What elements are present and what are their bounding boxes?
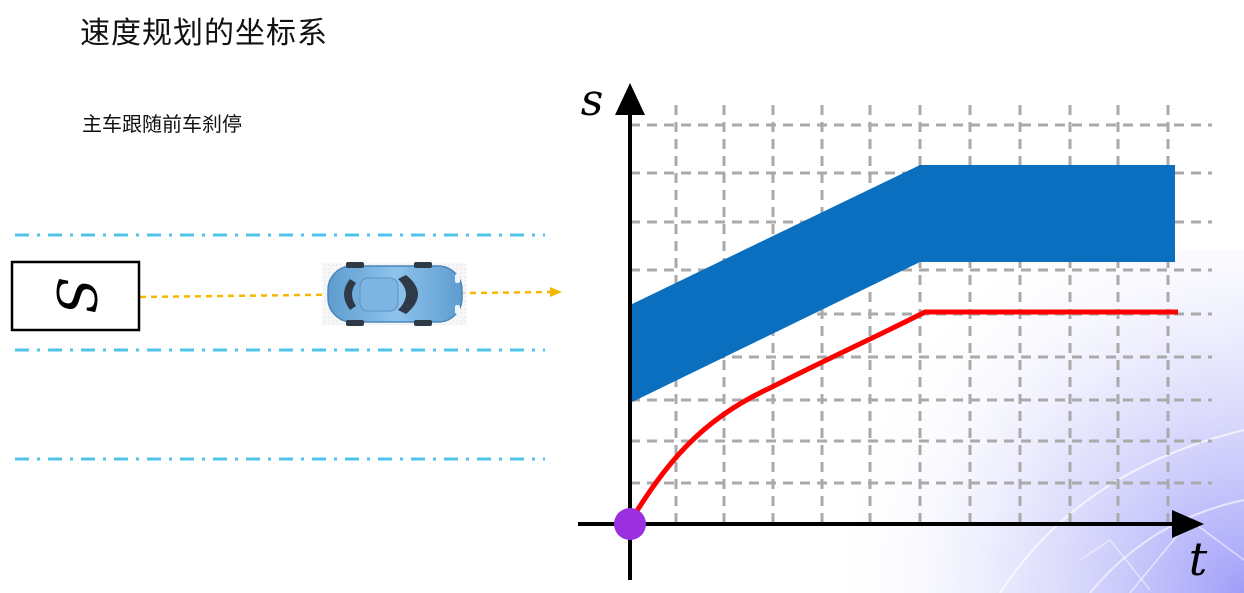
trajectory-arrowhead — [550, 287, 562, 297]
road-scene: S — [10, 233, 562, 461]
obstacle-region — [630, 165, 1175, 403]
start-point — [614, 508, 646, 540]
t-axis-arrowhead — [1172, 510, 1204, 538]
trajectory-line — [139, 290, 553, 299]
car-icon — [322, 262, 467, 326]
obstacle-box — [10, 260, 141, 332]
scenario-caption: 主车跟随前车刹停 — [82, 112, 242, 136]
obstacle-box-label: S — [45, 278, 108, 315]
st-graph: s t — [578, 75, 1212, 586]
page-title: 速度规划的坐标系 — [80, 16, 328, 51]
t-axis-label: t — [1189, 532, 1208, 586]
speed-profile-curve — [627, 309, 1178, 524]
s-axis-label: s — [581, 75, 604, 126]
s-axis-arrowhead — [615, 83, 645, 115]
